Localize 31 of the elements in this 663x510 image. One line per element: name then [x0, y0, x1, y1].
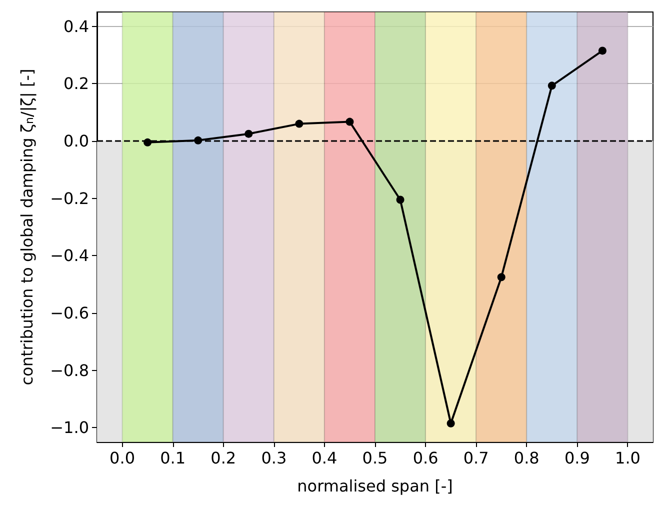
x-tick-label: 0.8 — [514, 448, 540, 468]
x-tick-label: 0.0 — [110, 448, 135, 468]
x-tick-label: 0.2 — [210, 448, 236, 468]
y-tick-label: −0.4 — [50, 246, 89, 266]
point — [295, 120, 304, 128]
x-tick-label: 0.1 — [160, 448, 186, 468]
point — [446, 419, 455, 428]
x-tick-label: 0.6 — [412, 448, 438, 468]
x-tick-label: 0.4 — [312, 448, 338, 468]
point — [194, 136, 202, 144]
y-tick-label: 0.0 — [64, 132, 89, 150]
x-tick-label: 1.0 — [615, 448, 640, 468]
point — [144, 138, 152, 146]
point — [244, 130, 253, 138]
x-tick-label: 0.9 — [564, 448, 590, 468]
y-tick-label: −0.6 — [50, 304, 89, 322]
y-axis-title: contribution to global damping ζn/|ζ| [-] — [18, 68, 36, 386]
point — [598, 46, 606, 55]
x-tick-label: 0.7 — [463, 448, 489, 468]
y-tick-label: −1.0 — [50, 418, 89, 438]
x-tick-label: 0.3 — [261, 448, 287, 468]
y-tick-label: 0.4 — [64, 16, 89, 36]
point — [396, 196, 404, 204]
x-axis-title: normalised span [-] — [297, 476, 453, 496]
point — [346, 118, 354, 126]
y-tick-label: 0.2 — [64, 74, 89, 94]
point — [497, 273, 506, 282]
y-tick-label: −0.2 — [50, 188, 89, 208]
x-tick-label: 0.5 — [362, 448, 388, 468]
point — [548, 82, 556, 90]
y-tick-label: −0.8 — [50, 360, 89, 380]
